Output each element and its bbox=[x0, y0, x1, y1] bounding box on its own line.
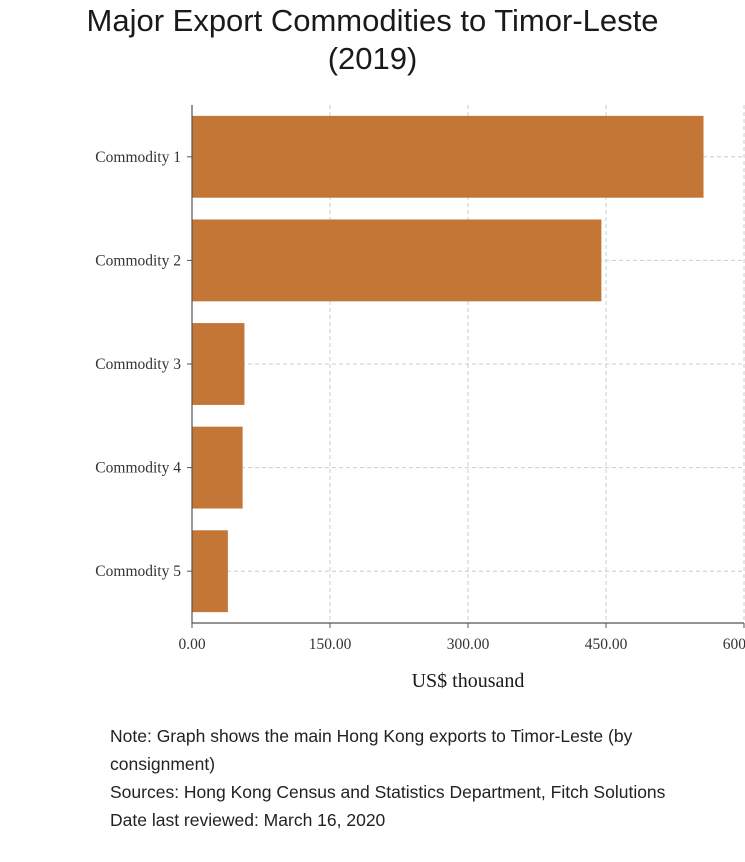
y-tick-label: Commodity 5 bbox=[95, 563, 181, 580]
y-tick-label: Commodity 3 bbox=[95, 356, 181, 373]
bars bbox=[192, 115, 704, 613]
axes bbox=[187, 105, 745, 628]
bar-3 bbox=[192, 323, 245, 405]
sources-text: Sources: Hong Kong Census and Statistics… bbox=[110, 782, 666, 802]
x-tick-label: 150.00 bbox=[309, 636, 352, 653]
chart-title: Major Export Commodities to Timor-Leste … bbox=[0, 2, 745, 78]
chart-notes: Note: Graph shows the main Hong Kong exp… bbox=[110, 722, 740, 834]
reviewed-date: Date last reviewed: March 16, 2020 bbox=[110, 810, 386, 830]
x-tick-label: 450.00 bbox=[585, 636, 628, 653]
bar-2 bbox=[192, 219, 602, 302]
x-tick-label: 600.00 bbox=[723, 636, 745, 653]
x-axis-title: US$ thousand bbox=[412, 670, 525, 692]
bar-1 bbox=[192, 115, 704, 198]
chart-title-line-2: (2019) bbox=[327, 41, 418, 76]
chart-title-line-1: Major Export Commodities to Timor-Leste bbox=[86, 3, 659, 38]
note-text: Note: Graph shows the main Hong Kong exp… bbox=[110, 726, 633, 774]
x-tick-label: 0.00 bbox=[178, 636, 205, 653]
tick-labels: 0.00 150.00 300.00 450.00 600.00 Commodity 1 C… bbox=[95, 149, 745, 653]
bar-4 bbox=[192, 426, 243, 509]
x-tick-label: 300.00 bbox=[447, 636, 490, 653]
bar-chart: 0.00 150.00 300.00 450.00 600.00 Commodity 1 C… bbox=[95, 105, 745, 692]
y-tick-label: Commodity 4 bbox=[95, 460, 181, 477]
bar-5 bbox=[192, 530, 228, 613]
y-tick-label: Commodity 2 bbox=[95, 252, 181, 269]
y-tick-label: Commodity 1 bbox=[95, 149, 181, 166]
